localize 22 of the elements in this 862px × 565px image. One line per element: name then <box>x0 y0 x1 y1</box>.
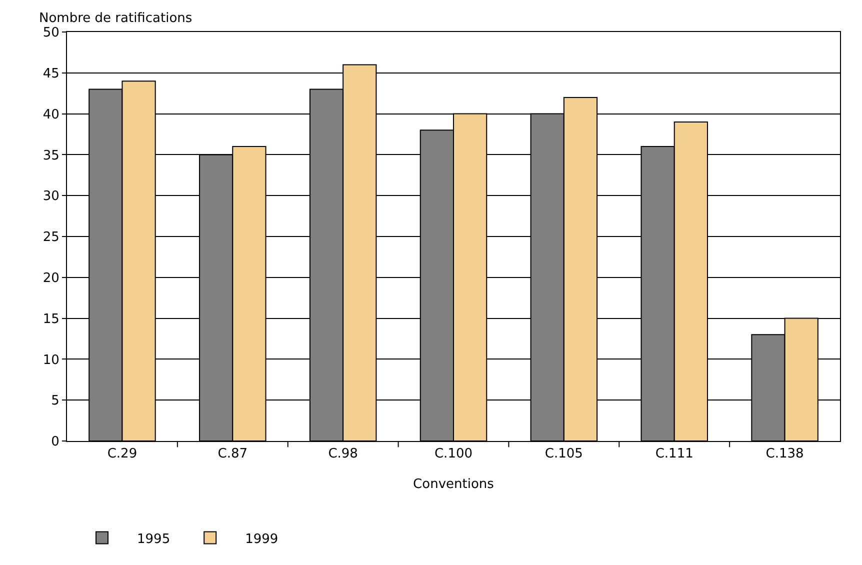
legend-label: 1999 <box>245 532 278 547</box>
y-axis-title: Nombre de ratifications <box>39 11 192 26</box>
y-tick-label: 5 <box>51 394 60 409</box>
y-tick-label: 10 <box>42 352 60 368</box>
x-tick-label: C.87 <box>218 446 248 462</box>
x-tick-label: C.138 <box>766 446 804 462</box>
x-tick-label: C.98 <box>328 446 358 462</box>
x-tick-label: C.111 <box>655 446 694 462</box>
x-axis-title: Conventions <box>413 477 494 492</box>
y-tick-label: 20 <box>42 270 60 286</box>
y-tick-label: 35 <box>42 148 60 164</box>
y-tick-label: 30 <box>42 189 60 204</box>
y-tick-label: 50 <box>42 26 60 41</box>
y-tick-label: 15 <box>42 312 60 327</box>
x-tick-label: C.100 <box>434 446 473 462</box>
y-tick-label: 40 <box>42 107 60 122</box>
y-tick-label: 45 <box>42 66 60 82</box>
x-tick-label: C.105 <box>544 446 583 462</box>
x-tick-label: C.29 <box>107 446 138 462</box>
y-tick-label: 25 <box>42 230 60 246</box>
y-tick-label: 0 <box>51 434 60 450</box>
legend-label: 1995 <box>137 532 170 547</box>
